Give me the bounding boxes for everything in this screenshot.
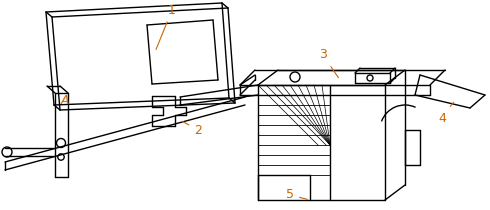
Text: A: A xyxy=(61,93,69,106)
Text: 2: 2 xyxy=(182,121,202,136)
Text: 3: 3 xyxy=(319,49,339,78)
Text: 4: 4 xyxy=(438,102,453,125)
Text: 5: 5 xyxy=(286,189,307,202)
Text: 1: 1 xyxy=(156,4,176,49)
